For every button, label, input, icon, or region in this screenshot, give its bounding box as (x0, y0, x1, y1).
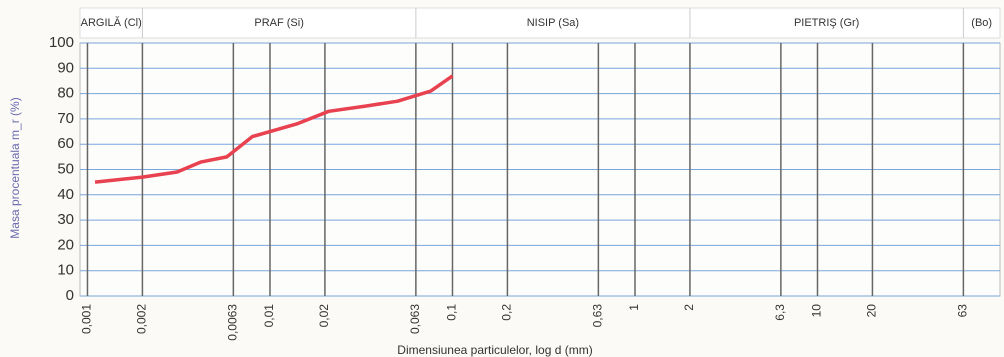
y-tick-label: 40 (57, 186, 74, 203)
y-tick-label: 20 (57, 236, 74, 253)
y-tick-label: 90 (57, 59, 74, 76)
y-tick-label: 30 (57, 211, 74, 228)
data-line (94, 74, 454, 184)
x-tick-label: 63 (956, 304, 970, 318)
x-tick-label: 0,2 (500, 304, 514, 321)
y-tick-label: 70 (57, 110, 74, 127)
x-axis-label: Dimensiunea particulelor, log d (mm) (397, 343, 592, 357)
x-tick-label: 0,63 (591, 304, 605, 328)
y-tick-label: 60 (57, 135, 74, 152)
y-axis-label: Masa procentuala m_r (%) (8, 97, 22, 238)
y-tick-label: 10 (57, 262, 74, 279)
x-tick-label: 0,063 (408, 304, 422, 334)
x-tick-label: 0,001 (80, 304, 94, 334)
x-tick-label: 20 (865, 304, 879, 318)
x-tick-label: 0,0063 (226, 304, 240, 341)
x-tick-label: 10 (810, 304, 824, 318)
y-tick-label: 50 (57, 160, 74, 177)
y-tick-label: 80 (57, 85, 74, 102)
zone-label: PRAF (Si) (254, 17, 304, 29)
x-tick-label: 0,1 (445, 304, 459, 321)
x-tick-label: 6,3 (773, 304, 787, 321)
zone-label: (Bo) (971, 17, 992, 29)
zone-label: NISIP (Sa) (527, 17, 579, 29)
header-band (79, 7, 1001, 39)
zone-label: ARGILĂ (Cl) (81, 16, 142, 29)
x-tick-label: 0,002 (135, 304, 149, 334)
zone-label: PIETRIŞ (Gr) (794, 17, 859, 29)
y-tick-label: 0 (66, 287, 74, 304)
x-tick-label: 1 (627, 304, 641, 311)
x-tick-label: 0,02 (317, 304, 331, 328)
y-tick-label: 100 (49, 34, 74, 51)
x-tick-label: 2 (682, 304, 696, 311)
x-tick-label: 0,01 (262, 304, 276, 328)
